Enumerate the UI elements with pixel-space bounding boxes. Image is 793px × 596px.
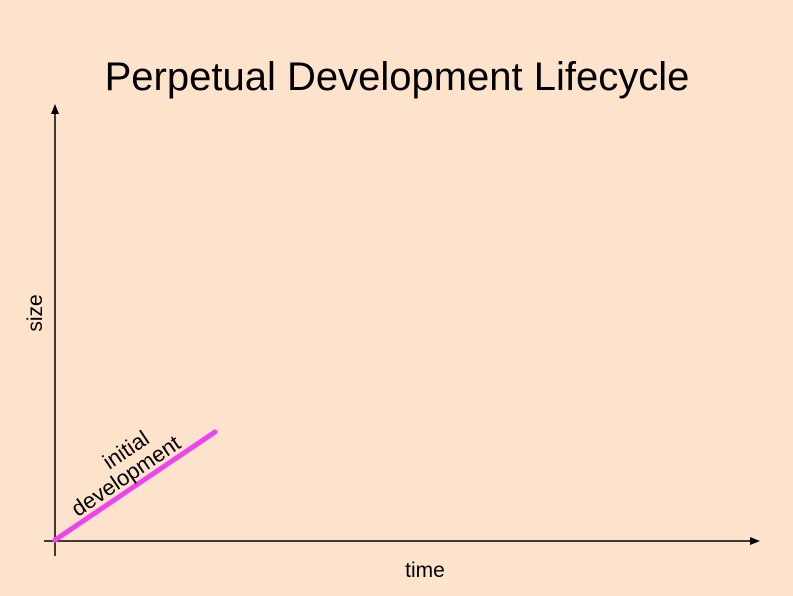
y-axis-label: size	[24, 294, 47, 331]
x-axis-arrow	[750, 537, 760, 545]
y-axis-arrow	[51, 104, 59, 114]
growth-line	[52, 429, 218, 543]
slide-title: Perpetual Development Lifecycle	[105, 55, 690, 99]
x-axis-label: time	[405, 559, 445, 582]
